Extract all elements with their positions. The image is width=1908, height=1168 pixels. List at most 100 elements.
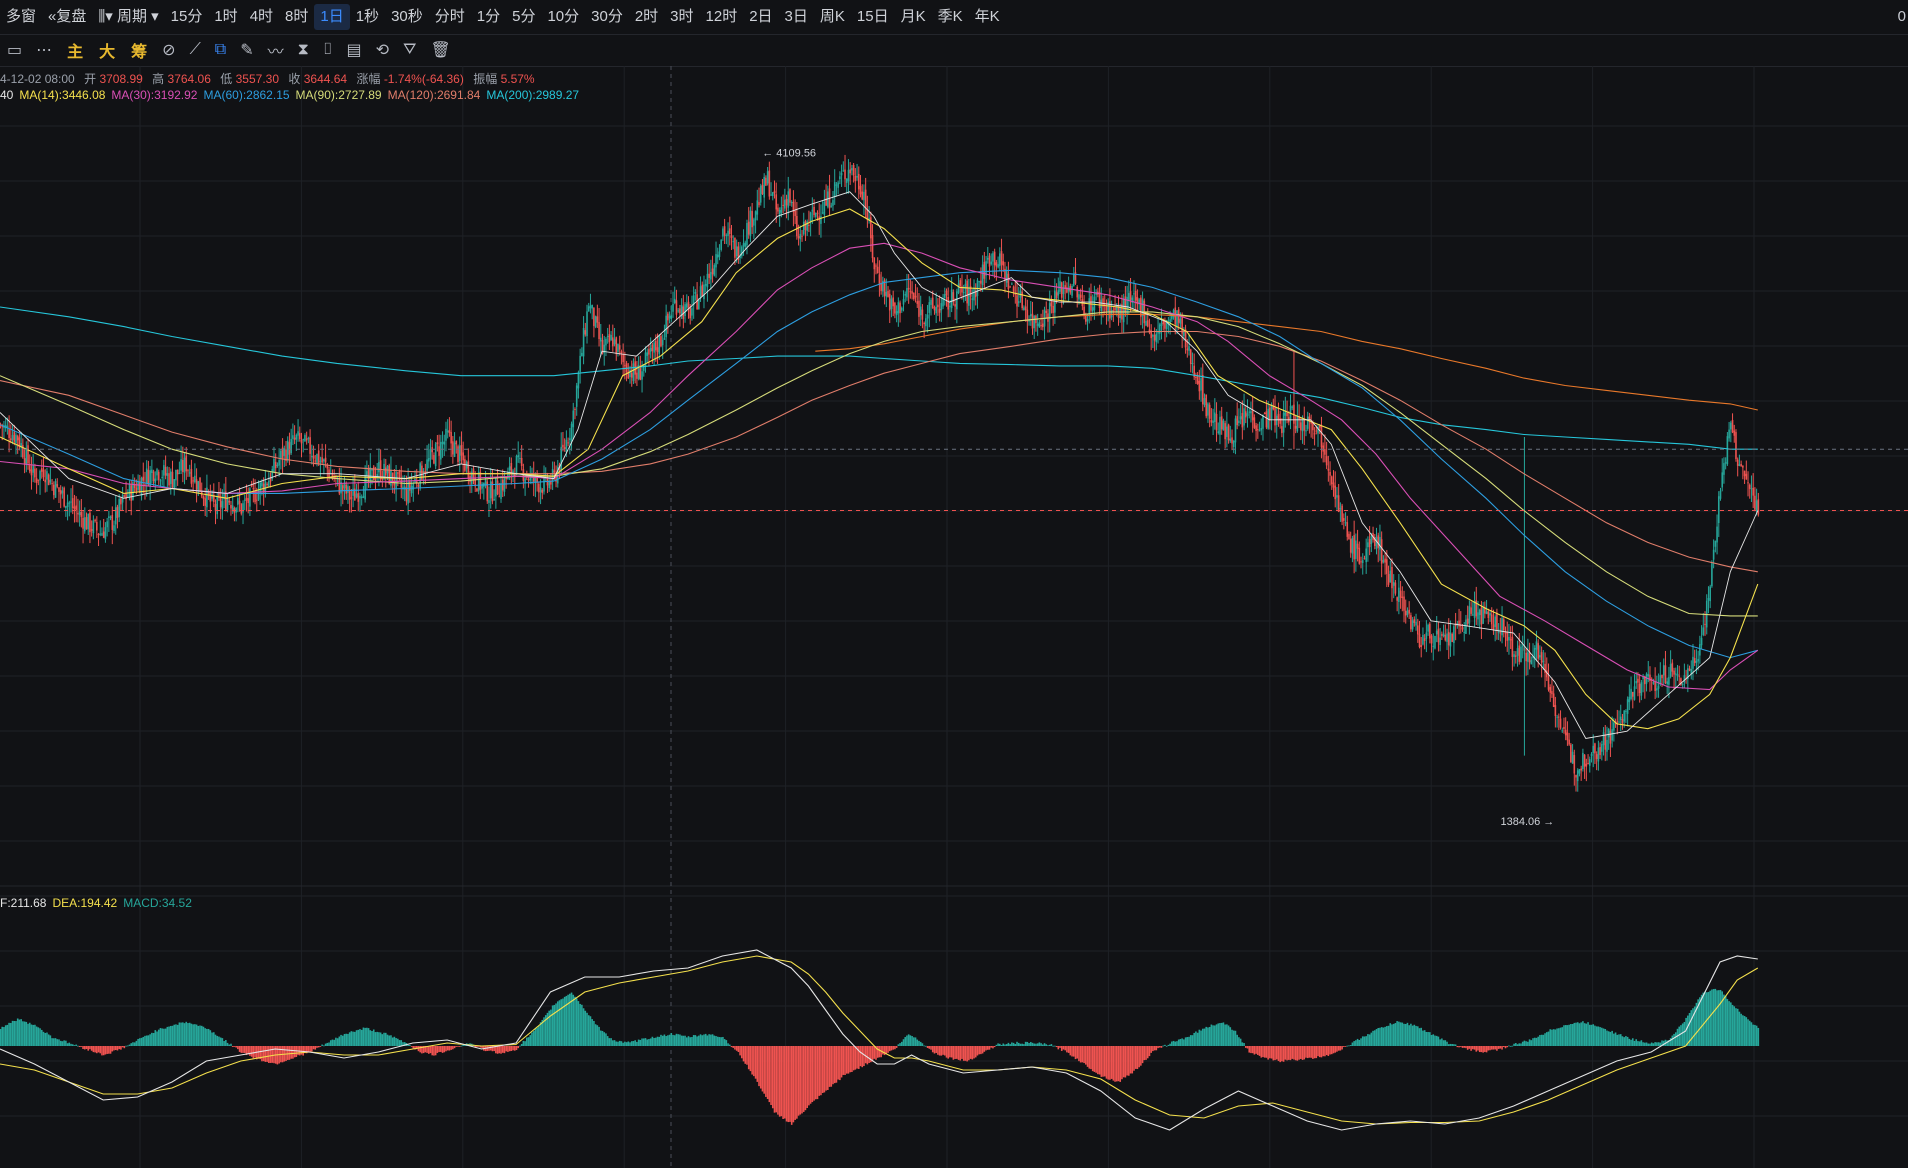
candle-body <box>1090 296 1092 311</box>
macd-bar <box>605 1033 607 1046</box>
candle-body <box>1229 438 1232 442</box>
macd-bar <box>1126 1046 1128 1076</box>
rectangle-icon[interactable]: ▭ <box>7 42 23 59</box>
candle-body <box>629 369 631 378</box>
period-tab-8[interactable]: 1秒 <box>355 8 380 25</box>
candle-body <box>1389 570 1392 583</box>
macd-bar <box>1558 1028 1560 1046</box>
filter-icon[interactable]: ⛛ <box>403 41 417 58</box>
period-tab-7[interactable]: 1日 <box>314 4 350 30</box>
period-tab-5[interactable]: 4时 <box>249 8 274 25</box>
period-tab-18[interactable]: 2日 <box>749 8 773 25</box>
period-tab-1[interactable]: «复盘 <box>48 8 87 25</box>
period-tab-12[interactable]: 5分 <box>512 8 536 25</box>
macd-bar <box>369 1030 372 1046</box>
macd-bar <box>1355 1040 1357 1046</box>
period-tab-3[interactable]: 15分 <box>170 8 203 25</box>
macd-bar <box>1752 1024 1754 1046</box>
candle-body <box>171 471 174 488</box>
macd-bar <box>1282 1046 1285 1062</box>
macd-bar <box>1662 1040 1665 1046</box>
candle-body <box>1239 416 1242 420</box>
macd-bar <box>111 1046 114 1052</box>
period-tab-21[interactable]: 15日 <box>856 8 889 25</box>
line-tool-icon[interactable]: ⟋ <box>189 41 201 58</box>
candle-body <box>126 495 129 497</box>
candle-body <box>164 466 167 476</box>
candle-body <box>1470 607 1472 614</box>
pattern-icon[interactable]: ⧗ <box>297 41 309 58</box>
macd-bar <box>864 1046 867 1064</box>
macd-bar <box>1392 1023 1395 1046</box>
candle-body <box>142 476 145 481</box>
period-tab-22[interactable]: 月K <box>900 8 926 25</box>
copy-icon[interactable]: ⧉ <box>214 41 227 58</box>
macd-bar <box>1270 1046 1273 1059</box>
candle-body <box>1146 320 1149 327</box>
macd-bar <box>489 1046 492 1051</box>
ruler-icon[interactable]: ⌷ <box>322 41 333 58</box>
pencil-icon[interactable]: ✎ <box>240 42 254 59</box>
period-tab-23[interactable]: 季K <box>937 8 963 25</box>
period-tab-17[interactable]: 12时 <box>705 8 738 25</box>
period-tab-20[interactable]: 周K <box>819 8 845 25</box>
candle-body <box>54 481 57 498</box>
macd-bar <box>1616 1034 1619 1046</box>
candle-body <box>1478 609 1481 616</box>
candle-body <box>1509 639 1512 641</box>
period-tab-9[interactable]: 30秒 <box>391 8 423 25</box>
candle-body <box>1563 726 1565 729</box>
macd-bar <box>1575 1022 1577 1046</box>
macd-bar <box>378 1032 380 1046</box>
macd-bar <box>104 1046 107 1055</box>
candle-body <box>947 296 950 310</box>
candle-body <box>866 209 869 221</box>
macd-bar <box>658 1036 661 1046</box>
indicator-button-2[interactable]: 筹 <box>131 44 148 61</box>
period-tab-6[interactable]: 8时 <box>285 8 309 25</box>
macd-bar <box>1236 1034 1238 1046</box>
period-tab-10[interactable]: 分时 <box>434 8 465 25</box>
candle-body <box>937 304 939 308</box>
period-tab-2[interactable]: ⫼▾ 周期 ▾ <box>98 8 159 25</box>
period-tab-16[interactable]: 3时 <box>670 8 694 25</box>
period-tab-19[interactable]: 3日 <box>784 8 808 25</box>
note-icon[interactable]: ▤ <box>346 42 362 59</box>
candle-body <box>421 465 423 480</box>
magnet-icon[interactable]: ⟲ <box>375 42 390 59</box>
macd-bar <box>1244 1046 1247 1048</box>
period-tab-24[interactable]: 年K <box>974 8 1000 25</box>
macd-bar <box>1239 1038 1242 1046</box>
trash-icon[interactable]: 🗑 <box>430 42 451 59</box>
macd-bar <box>233 1046 236 1047</box>
macd-bar <box>617 1041 619 1046</box>
candle-body <box>292 435 294 439</box>
chart-area[interactable]: ← 4109.56 1384.06 → 4-12-02 08:00 开 3708.… <box>0 66 1908 1168</box>
period-tab-11[interactable]: 1分 <box>476 8 501 25</box>
macd-bar <box>169 1025 172 1046</box>
macd-bar <box>11 1020 14 1046</box>
macd-bar <box>1707 991 1710 1046</box>
period-tab-15[interactable]: 2时 <box>634 8 659 25</box>
candle-body <box>747 221 750 235</box>
candle-body <box>861 191 864 200</box>
indicator-button-0[interactable]: 主 <box>67 44 84 61</box>
period-tab-4[interactable]: 1时 <box>214 8 238 25</box>
candle-body <box>999 253 1001 267</box>
macd-bar <box>168 1026 170 1046</box>
candle-body <box>1353 535 1355 560</box>
period-tab-0[interactable]: 多窗 <box>6 8 37 25</box>
period-tab-14[interactable]: 30分 <box>591 8 623 25</box>
indicator-button-1[interactable]: 大 <box>99 44 116 61</box>
candle-body <box>151 469 153 473</box>
more-icon[interactable]: ⋯ <box>36 42 53 59</box>
period-tab-13[interactable]: 10分 <box>547 8 580 25</box>
macd-bar <box>985 1046 987 1051</box>
candle-body <box>796 215 798 237</box>
macd-bar <box>1403 1023 1405 1046</box>
macd-bar <box>1645 1042 1648 1046</box>
brush-icon[interactable]: 〰 <box>267 44 284 61</box>
indicator-icon[interactable]: ⊘ <box>162 42 176 59</box>
macd-bar <box>999 1043 1001 1046</box>
